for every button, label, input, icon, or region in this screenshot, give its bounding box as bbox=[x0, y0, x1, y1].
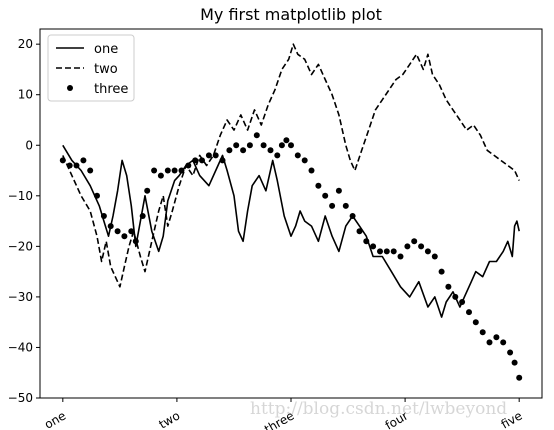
series-three-point bbox=[212, 152, 219, 159]
series-three-point bbox=[459, 299, 466, 305]
series-three-point bbox=[329, 202, 336, 209]
y-tick-label: −20 bbox=[8, 239, 33, 253]
series-three-point bbox=[418, 243, 425, 250]
series-three-point bbox=[486, 339, 493, 346]
series-three-point bbox=[199, 157, 205, 164]
x-tick-label: two bbox=[156, 408, 182, 430]
series-three-point bbox=[107, 223, 114, 230]
series-three-point bbox=[500, 339, 507, 346]
series-three-point bbox=[507, 349, 514, 356]
y-tick-label: 10 bbox=[18, 88, 33, 102]
series-three-point bbox=[445, 283, 452, 290]
series-three-point bbox=[431, 253, 438, 260]
series-three-point bbox=[139, 213, 146, 219]
legend: one two three bbox=[47, 34, 135, 102]
series-three-point bbox=[73, 162, 80, 169]
series-three-point bbox=[66, 162, 73, 169]
series-three-point bbox=[349, 213, 356, 219]
series-three-point bbox=[226, 147, 233, 154]
series-three-point bbox=[151, 167, 158, 174]
series-three-point bbox=[397, 253, 404, 260]
y-tick-label: −50 bbox=[8, 391, 33, 405]
series-three-point bbox=[132, 238, 139, 245]
series-three-point bbox=[121, 233, 128, 240]
series-three-point bbox=[283, 137, 290, 144]
legend-label-three: three bbox=[94, 82, 128, 97]
series-three-point bbox=[452, 293, 459, 300]
series-three-point bbox=[240, 147, 247, 154]
legend-label-two: two bbox=[94, 62, 118, 77]
series-three-point bbox=[308, 167, 315, 174]
series-three-point bbox=[128, 228, 135, 235]
series-three-point bbox=[288, 142, 294, 149]
series-three-point bbox=[80, 157, 87, 164]
chart-title: My first matplotlib plot bbox=[200, 5, 382, 24]
series-three-point bbox=[424, 248, 431, 255]
plot-frame bbox=[39, 28, 543, 399]
series-three-point bbox=[178, 167, 185, 174]
series-three bbox=[59, 132, 523, 381]
series-three-point bbox=[205, 152, 212, 159]
series-three-point bbox=[253, 132, 260, 139]
series-three-point bbox=[185, 162, 192, 169]
series-three-point bbox=[59, 157, 66, 164]
y-axis: 20 10 0 −10 −20 −30 −40 −50 bbox=[8, 37, 40, 405]
series-three-point bbox=[383, 248, 390, 255]
legend-box bbox=[47, 34, 135, 102]
series-three-point bbox=[342, 202, 349, 209]
series-three-point bbox=[192, 157, 199, 164]
y-tick-label: 0 bbox=[25, 138, 33, 152]
series-three-point bbox=[411, 238, 418, 245]
y-tick-label: −30 bbox=[8, 290, 33, 304]
series-three-point bbox=[274, 152, 281, 159]
legend-label-one: one bbox=[94, 42, 118, 57]
y-tick-label: −40 bbox=[8, 340, 33, 354]
series-three-point bbox=[438, 268, 445, 275]
series-three-point bbox=[516, 374, 523, 381]
plot-series bbox=[59, 43, 523, 381]
series-three-point bbox=[144, 187, 151, 194]
series-three-point bbox=[278, 142, 285, 149]
series-one-line bbox=[62, 144, 520, 318]
series-three-point bbox=[87, 167, 94, 174]
series-three-point bbox=[472, 319, 479, 326]
series-three-point bbox=[322, 192, 329, 199]
series-three-point bbox=[114, 228, 121, 235]
series-three-point bbox=[404, 243, 411, 250]
watermark: http://blog.csdn.net/lwbeyond bbox=[250, 399, 507, 419]
series-three-point bbox=[511, 359, 518, 366]
series-three-point bbox=[246, 142, 253, 149]
series-three-point bbox=[335, 187, 342, 194]
series-three-point bbox=[219, 157, 226, 164]
series-three-point bbox=[260, 142, 267, 149]
series-three-point bbox=[267, 147, 274, 154]
series-three-point bbox=[164, 167, 171, 174]
series-three-point bbox=[94, 192, 100, 199]
series-three-point bbox=[315, 182, 322, 189]
series-three-point bbox=[370, 243, 377, 250]
series-three-point bbox=[466, 309, 472, 316]
series-three-point bbox=[233, 142, 240, 149]
y-tick-label: 20 bbox=[18, 37, 33, 51]
legend-marker-three bbox=[67, 85, 73, 91]
series-three-point bbox=[294, 152, 301, 159]
y-tick-label: −10 bbox=[8, 189, 33, 203]
series-three-point bbox=[479, 329, 486, 336]
series-three-point bbox=[390, 248, 397, 255]
series-three-point bbox=[356, 228, 363, 235]
series-three-point bbox=[377, 248, 383, 255]
series-three-point bbox=[493, 334, 500, 341]
series-three-point bbox=[363, 238, 370, 245]
series-three-point bbox=[171, 167, 178, 174]
x-tick-label: one bbox=[42, 408, 68, 430]
series-three-point bbox=[301, 157, 308, 164]
series-three-point bbox=[157, 172, 164, 179]
series-three-point bbox=[100, 213, 107, 219]
